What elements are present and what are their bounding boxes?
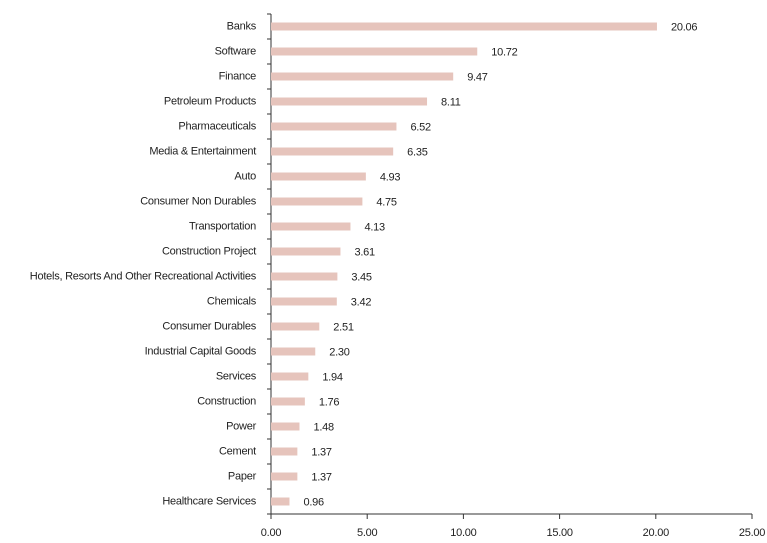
x-tick-label: 15.00 — [546, 527, 572, 539]
y-tick-label: Media & Entertainment — [149, 145, 256, 157]
y-tick-label: Construction — [197, 395, 256, 407]
value-label: 1.76 — [319, 396, 340, 408]
value-label: 3.45 — [351, 271, 372, 283]
bar — [271, 347, 316, 356]
y-tick-label: Services — [216, 370, 257, 382]
bar — [271, 197, 363, 206]
bar — [271, 172, 366, 181]
x-tick-label: 10.00 — [450, 527, 476, 539]
bar — [271, 222, 351, 231]
value-label: 10.72 — [491, 46, 517, 58]
value-label: 3.61 — [354, 246, 375, 258]
bar — [271, 422, 300, 431]
y-tick-label: Power — [226, 420, 257, 432]
y-tick-label: Transportation — [189, 220, 256, 232]
bar — [271, 47, 478, 56]
y-tick-label: Consumer Durables — [162, 320, 256, 332]
y-tick-label: Software — [215, 45, 257, 57]
value-label: 1.94 — [322, 371, 343, 383]
y-tick-label: Banks — [227, 20, 257, 32]
y-tick-label: Construction Project — [162, 245, 256, 257]
y-tick-label: Finance — [219, 70, 257, 82]
y-tick-label: Consumer Non Durables — [140, 195, 257, 207]
x-tick-label: 0.00 — [261, 527, 282, 539]
bar — [271, 297, 337, 306]
y-tick-label: Cement — [219, 445, 256, 457]
y-tick-label: Auto — [234, 170, 256, 182]
y-tick-label: Pharmaceuticals — [178, 120, 256, 132]
x-tick-label: 20.00 — [643, 527, 669, 539]
y-tick-label: Hotels, Resorts And Other Recreational A… — [30, 270, 257, 282]
value-label: 2.30 — [329, 346, 350, 358]
value-label: 1.37 — [311, 471, 332, 483]
y-tick-label: Paper — [228, 470, 257, 482]
y-tick-label: Petroleum Products — [164, 95, 257, 107]
bar — [271, 372, 309, 381]
x-tick-label: 5.00 — [357, 527, 378, 539]
bar — [271, 322, 320, 331]
value-label: 4.93 — [380, 171, 401, 183]
bar — [271, 397, 305, 406]
value-label: 3.42 — [351, 296, 372, 308]
bar — [271, 97, 428, 106]
bar — [271, 272, 338, 281]
y-tick-label: Healthcare Services — [162, 495, 256, 507]
bar — [271, 122, 397, 131]
bar — [271, 147, 394, 156]
value-label: 6.52 — [410, 121, 431, 133]
value-label: 2.51 — [333, 321, 354, 333]
y-tick-label: Industrial Capital Goods — [145, 345, 257, 357]
bar — [271, 247, 341, 256]
bar — [271, 472, 298, 481]
bar — [271, 72, 454, 81]
value-label: 8.11 — [441, 96, 461, 108]
value-label: 1.48 — [313, 421, 334, 433]
y-tick-label: Chemicals — [207, 295, 257, 307]
bar — [271, 447, 298, 456]
value-label: 4.13 — [364, 221, 385, 233]
x-tick-label: 25.00 — [739, 527, 765, 539]
bar — [271, 22, 657, 31]
value-label: 1.37 — [311, 446, 332, 458]
value-label: 20.06 — [671, 21, 697, 33]
value-label: 0.96 — [303, 496, 324, 508]
bar — [271, 497, 290, 506]
value-label: 9.47 — [467, 71, 488, 83]
value-label: 4.75 — [376, 196, 397, 208]
value-label: 6.35 — [407, 146, 428, 158]
